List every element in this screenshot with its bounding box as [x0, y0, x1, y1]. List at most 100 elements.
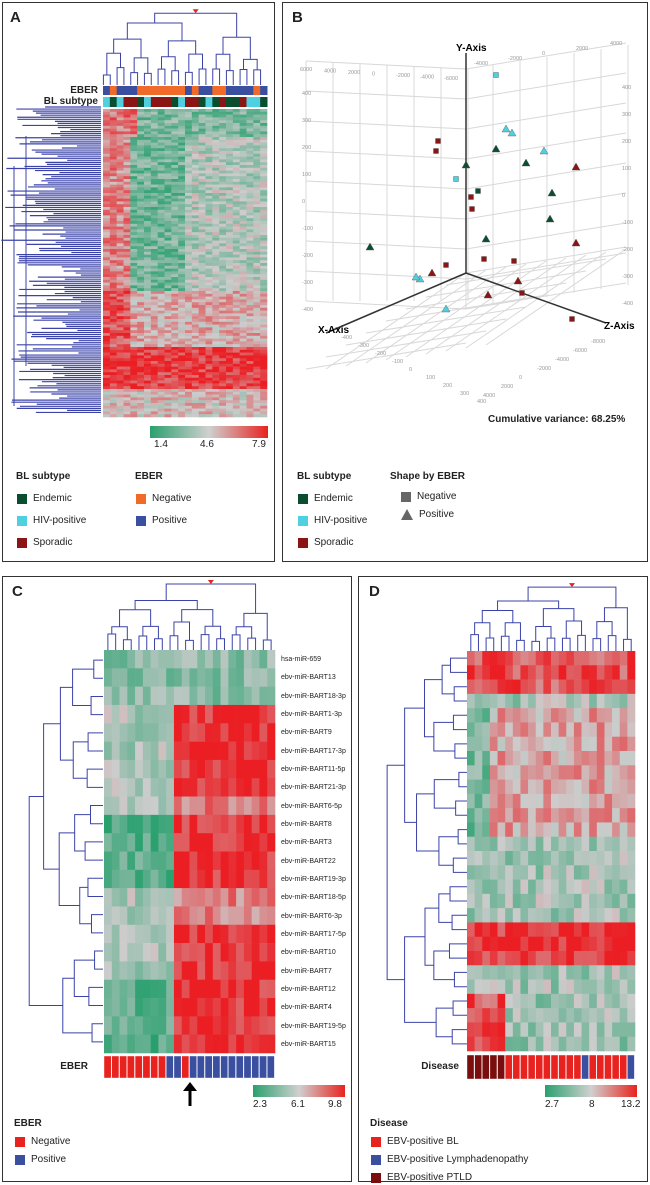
heat-cell: [205, 375, 213, 379]
heat-cell: [205, 137, 213, 141]
heat-cell: [220, 668, 229, 687]
heat-cell: [109, 207, 117, 211]
heat-cell: [512, 708, 521, 723]
heat-cell: [581, 993, 590, 1009]
heat-cell: [150, 307, 158, 311]
heat-cell: [127, 778, 136, 797]
heat-cell: [205, 117, 213, 121]
heat-cell: [191, 195, 199, 199]
heat-cell: [130, 327, 138, 331]
heat-cell: [150, 134, 158, 138]
heat-cell: [130, 243, 138, 247]
heat-cell: [260, 408, 268, 412]
heat-cell: [116, 366, 124, 370]
heat-cell: [558, 979, 567, 995]
heat-cell: [198, 131, 206, 135]
heat-cell: [535, 736, 544, 752]
heat-cell: [164, 187, 172, 191]
eber-cell: [181, 1055, 190, 1079]
heat-cell: [137, 254, 145, 258]
heat-cell: [505, 951, 514, 966]
heat-cell: [157, 223, 165, 227]
heat-cell: [267, 814, 276, 834]
heat-cell: [197, 998, 206, 1017]
heat-cell: [164, 201, 172, 205]
heat-cell: [596, 708, 605, 723]
heat-cell: [482, 736, 491, 752]
heat-cell: [589, 751, 598, 766]
heat-cell: [246, 181, 254, 185]
heat-cell: [596, 951, 605, 966]
heat-cell: [260, 333, 268, 337]
heat-cell: [130, 162, 138, 166]
heat-cell: [619, 1036, 628, 1052]
heat-cell: [191, 123, 199, 127]
heat-cell: [226, 411, 234, 415]
heat-cell: [150, 335, 158, 339]
heat-cell: [109, 293, 117, 297]
heat-cell: [103, 282, 111, 286]
heat-cell: [119, 759, 128, 779]
heat-cell: [239, 347, 247, 351]
heat-cell: [219, 279, 227, 283]
eber-cell: [116, 86, 124, 95]
heat-cell: [137, 145, 145, 149]
heat-cell: [239, 209, 247, 213]
heat-cell: [116, 307, 124, 311]
colorbar-mid: 4.6: [200, 439, 214, 450]
heat-cell: [228, 979, 237, 999]
heat-cell: [178, 109, 186, 113]
heat-cell: [150, 218, 158, 222]
heat-cell: [130, 257, 138, 261]
heat-cell: [103, 229, 111, 233]
panel-a-heatmap: [103, 109, 268, 418]
heat-cell: [543, 893, 552, 909]
heat-cell: [116, 400, 124, 404]
heat-cell: [171, 316, 179, 320]
heat-cell: [123, 148, 131, 152]
heat-cell: [239, 330, 247, 334]
heat-cell: [505, 1022, 514, 1038]
heat-cell: [191, 389, 199, 393]
heat-cell: [185, 355, 193, 359]
heat-cell: [166, 998, 175, 1017]
dendrogram-branch: [416, 793, 439, 852]
heat-cell: [232, 403, 240, 407]
point-triangle: [571, 238, 581, 247]
heat-cell: [260, 316, 268, 320]
heat-cell: [191, 181, 199, 185]
heat-cell: [157, 341, 165, 345]
heat-cell: [551, 651, 559, 666]
heat-cell: [185, 128, 193, 132]
heat-cell: [103, 207, 111, 211]
heat-cell: [236, 833, 245, 852]
heat-cell: [171, 403, 179, 407]
legend-item: Endemic: [298, 493, 353, 504]
heat-cell: [251, 759, 260, 779]
heat-cell: [130, 187, 138, 191]
heat-cell: [251, 686, 260, 706]
heat-cell: [246, 207, 254, 211]
heat-cell: [150, 212, 158, 216]
heat-cell: [144, 277, 152, 281]
heat-cell: [260, 218, 268, 222]
heat-cell: [144, 215, 152, 219]
heat-cell: [212, 299, 220, 303]
eber-cell: [173, 1055, 182, 1079]
heat-cell: [212, 321, 220, 325]
dendrogram-branch: [262, 639, 272, 652]
heat-cell: [497, 793, 506, 809]
heat-cell: [467, 965, 475, 980]
heat-cell: [205, 998, 214, 1017]
heat-cell: [489, 1022, 498, 1038]
heat-cell: [205, 411, 213, 415]
heat-cell: [232, 139, 240, 143]
heat-cell: [123, 170, 131, 174]
heat-cell: [226, 414, 234, 418]
heat-cell: [171, 279, 179, 283]
heat-cell: [144, 260, 152, 264]
heat-cell: [535, 765, 544, 780]
heat-cell: [103, 389, 111, 393]
heat-cell: [589, 822, 598, 838]
heat-cell: [236, 741, 245, 761]
